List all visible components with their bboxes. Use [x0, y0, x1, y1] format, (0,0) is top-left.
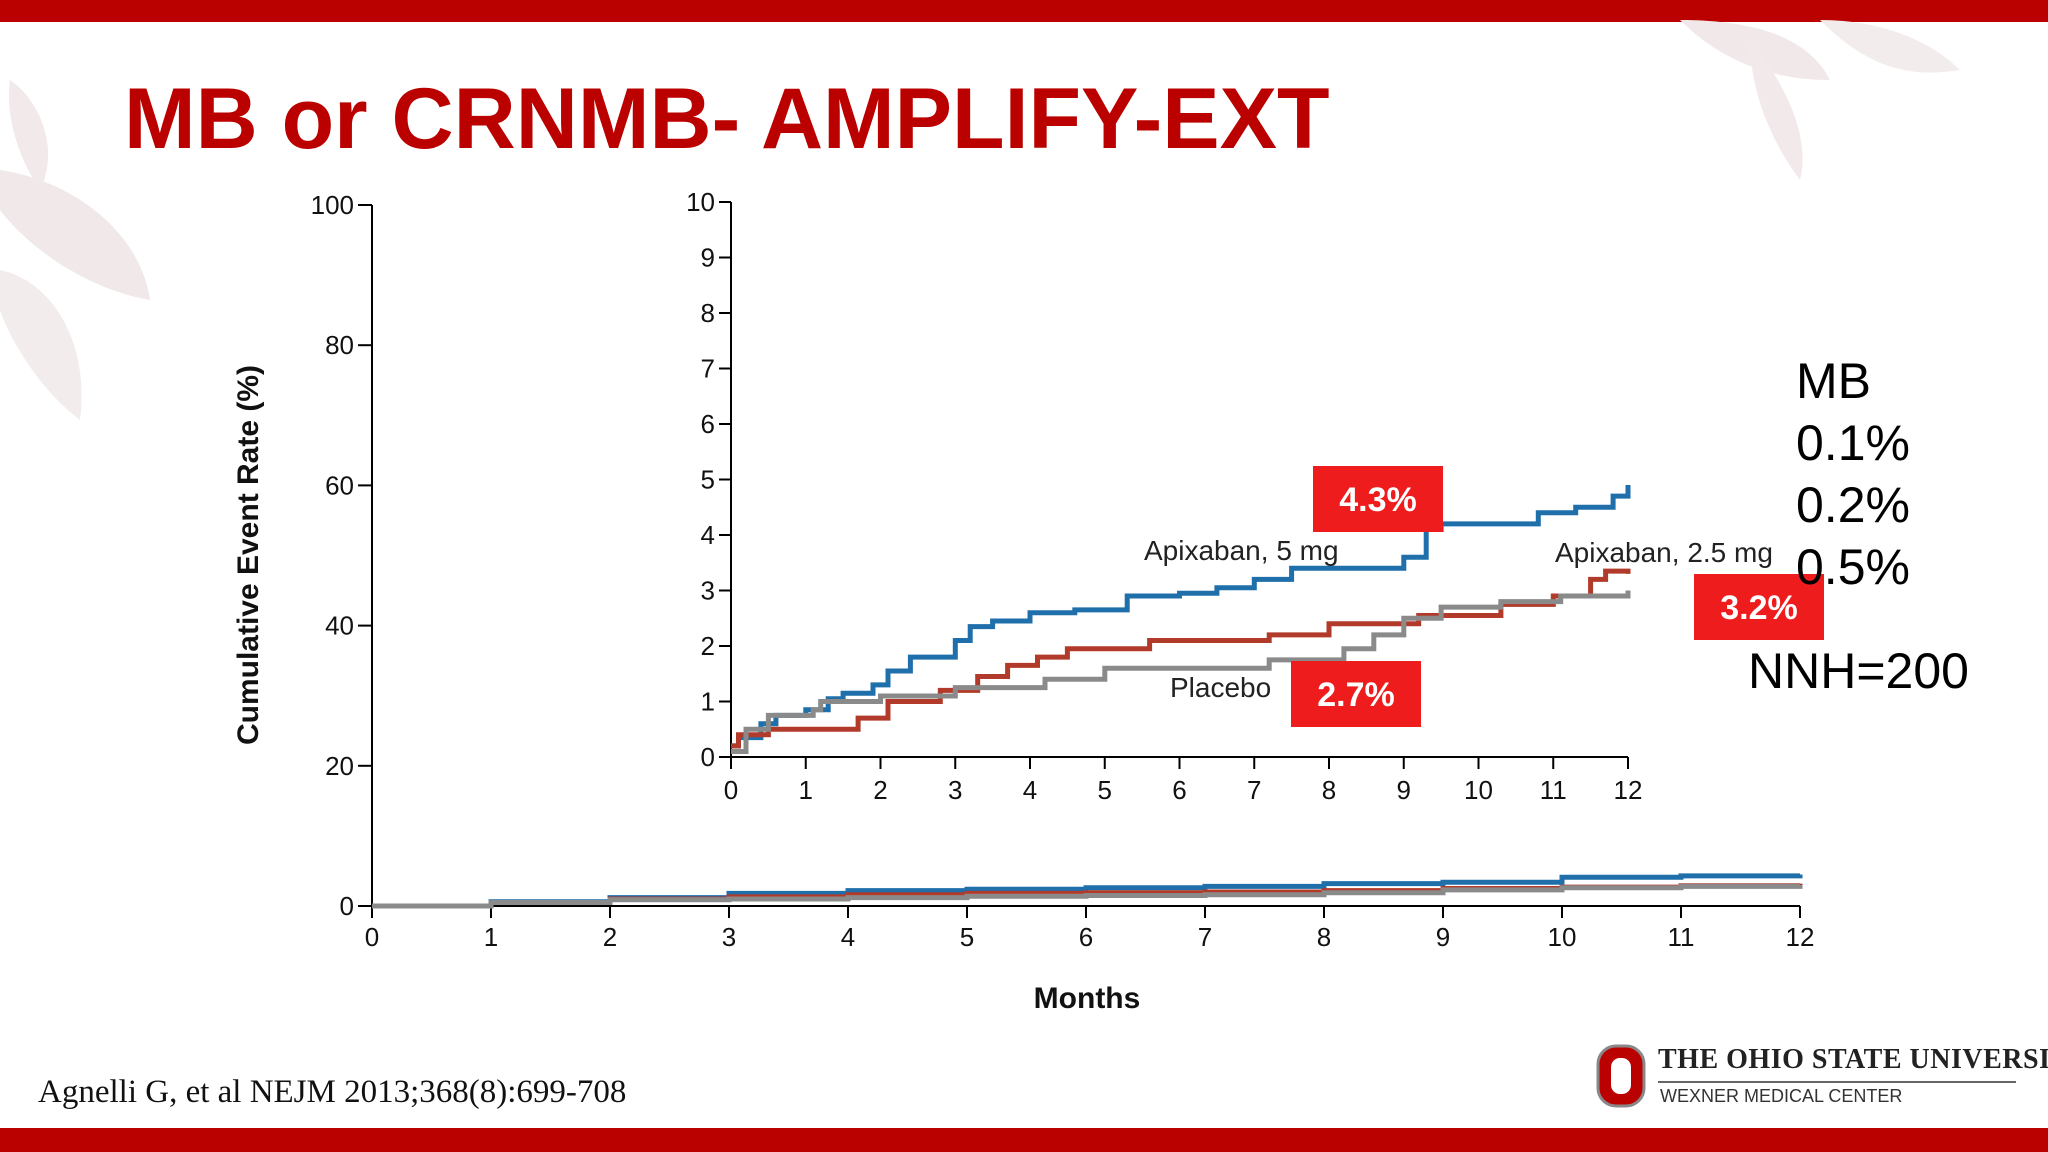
inset-x-tick-label: 0: [724, 775, 738, 805]
inset-x-tick-label: 8: [1322, 775, 1336, 805]
main-x-tick-label: 2: [603, 922, 617, 952]
main-x-tick-label: 8: [1317, 922, 1331, 952]
citation: Agnelli G, et al NEJM 2013;368(8):699-70…: [38, 1074, 627, 1110]
main-x-tick-label: 5: [960, 922, 974, 952]
main-x-axis-label: Months: [1034, 982, 1141, 1015]
inset-y-tick-label: 9: [701, 243, 715, 273]
inset-x-tick-label: 10: [1464, 775, 1493, 805]
inset-y-tick-label: 7: [701, 354, 715, 384]
inset-x-tick-label: 7: [1247, 775, 1261, 805]
callout-label-apixaban_2_5mg: 3.2%: [1720, 589, 1798, 627]
mb-stat-value: 0.1%: [1796, 415, 1910, 471]
main-y-axis-label: Cumulative Event Rate (%): [232, 365, 265, 745]
inset-series-label-placebo: Placebo: [1170, 672, 1271, 703]
callout-box-placebo: [1291, 661, 1421, 727]
inset-x-tick-label: 11: [1540, 775, 1567, 805]
inset-x-tick-label: 9: [1397, 775, 1411, 805]
main-y-tick-label: 80: [325, 330, 354, 360]
leaf-decoration-left: [0, 80, 150, 420]
inset-y-tick-label: 3: [701, 576, 715, 606]
inset-series-label-apixaban_5mg: Apixaban, 5 mg: [1144, 535, 1339, 566]
inset-y-tick-label: 1: [701, 687, 715, 717]
slide-title: MB or CRNMB- AMPLIFY-EXT: [124, 71, 1330, 167]
inset-y-tick-label: 10: [686, 187, 715, 217]
main-y-tick-label: 40: [325, 611, 354, 641]
main-x-tick-label: 0: [365, 922, 379, 952]
mb-stat-value: 0.2%: [1796, 477, 1910, 533]
inset-y-tick-label: 5: [701, 465, 715, 495]
bottom-accent-bar: [0, 1128, 2048, 1152]
main-x-tick-label: 3: [722, 922, 736, 952]
main-x-tick-label: 10: [1548, 922, 1577, 952]
main-y-tick-label: 20: [325, 751, 354, 781]
leaf-decoration-right: [1680, 20, 1960, 180]
main-x-tick-label: 6: [1079, 922, 1093, 952]
mb-stat-value: 0.5%: [1796, 539, 1910, 595]
inset-y-tick-label: 6: [701, 409, 715, 439]
main-series-line-placebo: [372, 883, 1803, 909]
main-x-tick-label: 4: [841, 922, 855, 952]
inset-y-tick-label: 2: [701, 631, 715, 661]
main-x-tick-label: 7: [1198, 922, 1212, 952]
medical-center-name: WEXNER MEDICAL CENTER: [1660, 1086, 1903, 1106]
branding-divider: [1658, 1081, 2016, 1083]
inset-x-tick-label: 2: [873, 775, 887, 805]
callout-label-apixaban_5mg: 4.3%: [1339, 481, 1417, 519]
inset-y-tick-label: 4: [701, 520, 715, 550]
university-name: THE OHIO STATE UNIVERSITY: [1658, 1044, 2048, 1075]
callout-box-apixaban_5mg: [1313, 466, 1443, 532]
main-y-tick-label: 60: [325, 470, 354, 500]
main-y-tick-label: 0: [340, 891, 354, 921]
nnh-text: NNH=200: [1748, 643, 1969, 699]
inset-x-tick-label: 3: [948, 775, 962, 805]
main-x-tick-label: 12: [1786, 922, 1815, 952]
main-x-tick-label: 9: [1436, 922, 1450, 952]
inset-series-line-apixaban_2_5mg: [731, 568, 1631, 749]
inset-x-tick-label: 1: [799, 775, 813, 805]
mb-stats-label: MB: [1796, 353, 1871, 409]
callout-label-placebo: 2.7%: [1317, 676, 1395, 714]
mb-stats-block: MB 0.1% 0.2% 0.5%: [1796, 350, 1910, 598]
main-y-tick-label: 100: [311, 190, 354, 220]
inset-background: [659, 182, 1659, 797]
inset-x-tick-label: 12: [1614, 775, 1643, 805]
inset-series-label-apixaban_2_5mg: Apixaban, 2.5 mg: [1555, 537, 1773, 568]
inset-x-tick-label: 4: [1023, 775, 1037, 805]
inset-y-tick-label: 8: [701, 298, 715, 328]
inset-y-tick-label: 0: [701, 742, 715, 772]
top-accent-bar: [0, 0, 2048, 22]
inset-x-tick-label: 6: [1172, 775, 1186, 805]
block-o-logo-icon: [1596, 1044, 1646, 1108]
inset-series-line-placebo: [731, 590, 1631, 754]
main-x-tick-label: 1: [484, 922, 498, 952]
inset-x-tick-label: 5: [1098, 775, 1112, 805]
main-x-tick-label: 11: [1668, 922, 1695, 952]
callout-box-apixaban_2_5mg: [1694, 574, 1824, 640]
